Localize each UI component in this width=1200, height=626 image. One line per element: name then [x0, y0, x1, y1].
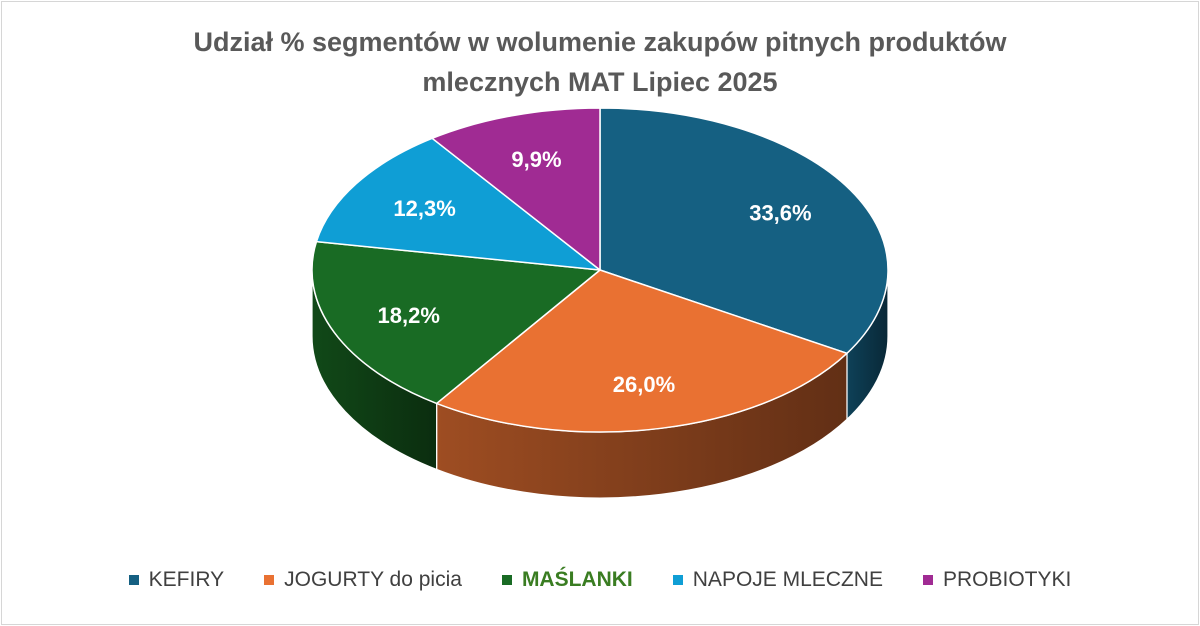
data-label-2: 18,2% — [378, 303, 440, 328]
pie-slice-napoje-mleczne — [315, 137, 601, 271]
data-label-0: 33,6% — [749, 201, 811, 226]
legend-item-0: KEFIRY — [128, 568, 225, 592]
legend-label: NAPOJE MLECZNE — [692, 568, 883, 591]
legend-label: KEFIRY — [148, 568, 225, 591]
legend-item-1: JOGURTY do picia — [264, 568, 462, 592]
data-label-4: 9,9% — [511, 147, 561, 172]
legend-swatch — [672, 575, 683, 585]
pie-slice-ma-lanki — [311, 240, 601, 405]
legend-swatch — [922, 575, 933, 585]
data-label-1: 26,0% — [613, 372, 675, 397]
pie-slice-kefiry — [599, 107, 889, 355]
legend-swatch — [501, 575, 512, 585]
data-label-3: 12,3% — [393, 196, 455, 221]
pie-slice-probiotyki — [431, 107, 601, 271]
chart-title-line-2: mlecznych MAT Lipiec 2025 — [422, 67, 778, 97]
chart-title: Udział % segmentów w wolumenie zakupów p… — [0, 22, 1200, 102]
chart-title-line-1: Udział % segmentów w wolumenie zakupów p… — [193, 27, 1007, 57]
legend-swatch — [128, 575, 139, 585]
legend-item-4: PROBIOTYKI — [922, 568, 1072, 592]
legend-label: MAŚLANKI — [521, 568, 633, 591]
legend-item-2: MAŚLANKI — [501, 568, 633, 592]
pie-data-labels: 33,6% 26,0% 18,2% 12,3% 9,9% — [378, 147, 812, 397]
pie-top-faces — [311, 107, 889, 433]
pie-slice-jogurty-do-picia — [435, 269, 848, 433]
chart-legend: KEFIRY JOGURTY do picia MAŚLANKI NAPOJE MLE… — [0, 568, 1200, 592]
legend-label: JOGURTY do picia — [284, 568, 462, 591]
legend-swatch — [264, 575, 275, 585]
legend-item-3: NAPOJE MLECZNE — [672, 568, 883, 592]
legend-label: PROBIOTYKI — [942, 568, 1072, 591]
